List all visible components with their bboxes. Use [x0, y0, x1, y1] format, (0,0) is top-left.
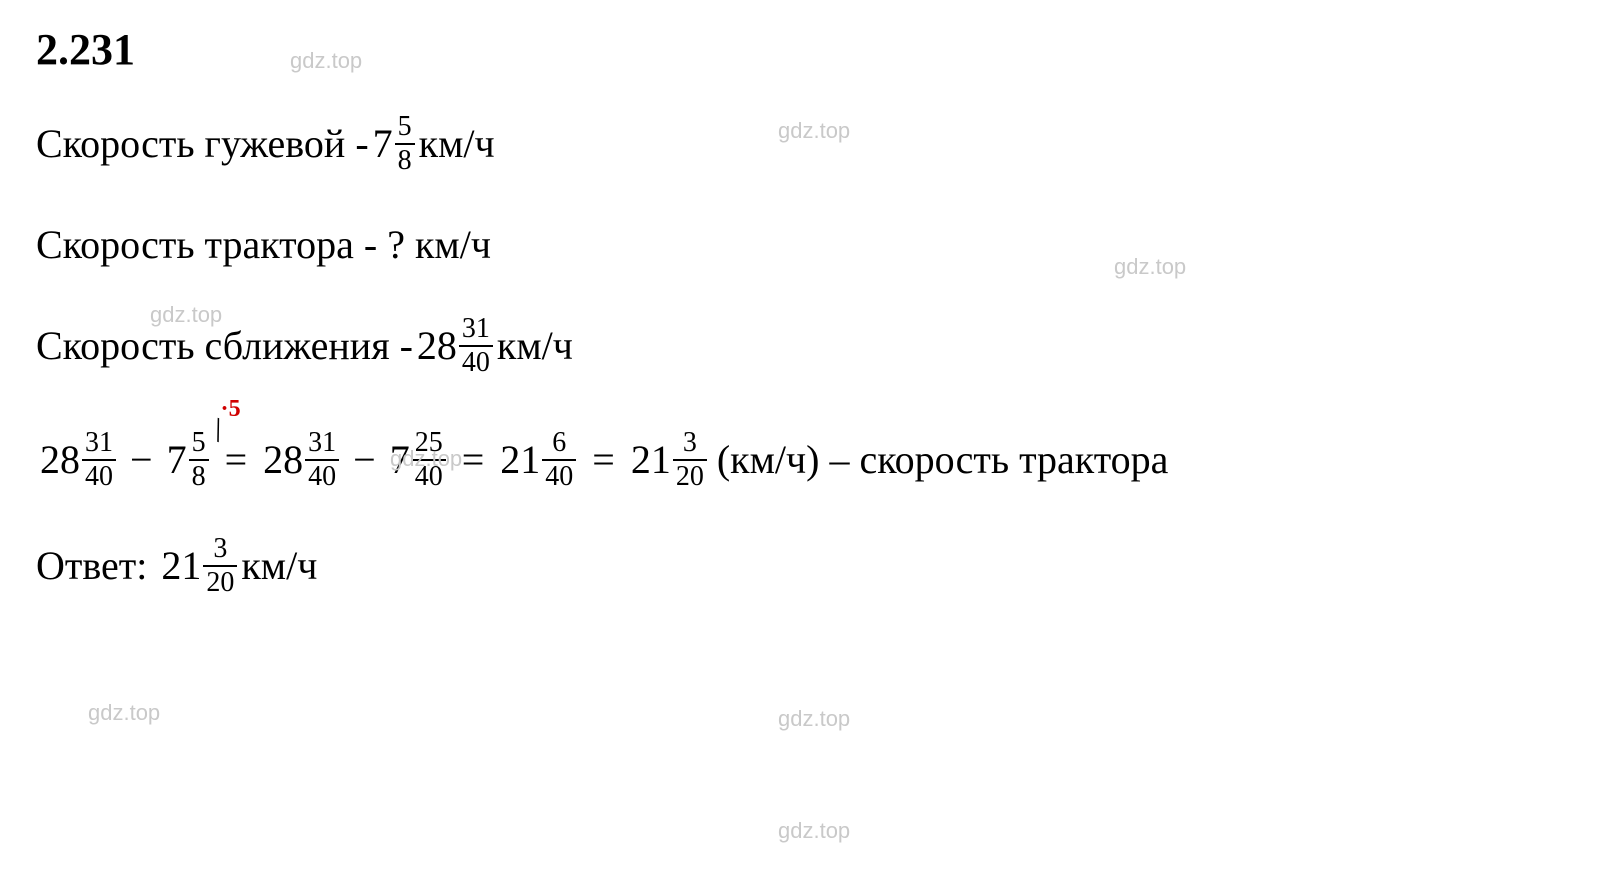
unit-in-parens: (км/ч) [717, 437, 820, 482]
fraction: 3 20 [673, 429, 707, 491]
denominator: 20 [203, 569, 237, 597]
multiplier-value: 5 [229, 396, 241, 422]
whole-part: 21 [631, 436, 671, 484]
watermark: gdz.top [88, 700, 160, 726]
line-closing-speed: Скорость сближения - 28 31 40 км/ч [36, 315, 1575, 377]
watermark: gdz.top [778, 818, 850, 844]
fraction: 5 8 [395, 113, 415, 175]
denominator: 40 [459, 349, 493, 377]
denominator: 20 [673, 463, 707, 491]
mixed-number: 7 5 8 [167, 429, 209, 491]
text: Скорость сближения - [36, 322, 413, 370]
mixed-number: 28 31 40 [263, 429, 339, 491]
denominator: 8 [395, 147, 415, 175]
fraction: 5 8 [189, 429, 209, 491]
denominator: 40 [412, 463, 446, 491]
whole-part: 7 [167, 436, 187, 484]
equals-operator: = [592, 436, 615, 484]
denominator: 40 [305, 463, 339, 491]
minus-operator: − [353, 436, 376, 484]
mixed-number: 28 31 40 [40, 429, 116, 491]
equals-operator: = [225, 436, 248, 484]
dot-icon: · [221, 396, 229, 422]
text: км/ч [497, 322, 573, 370]
watermark: gdz.top [778, 706, 850, 732]
numerator: 3 [680, 429, 700, 457]
fraction: 3 20 [203, 535, 237, 597]
fraction: 6 40 [542, 429, 576, 491]
minus-operator: − [130, 436, 153, 484]
whole-part: 7 [373, 120, 393, 168]
denominator: 40 [542, 463, 576, 491]
mixed-number: 21 3 20 [161, 535, 237, 597]
dash-separator: – скорость трактора [829, 436, 1168, 484]
line-cart-speed: Скорость гужевой - 7 5 8 км/ч [36, 113, 1575, 175]
page-root: 2.231 Скорость гужевой - 7 5 8 км/ч Скор… [0, 0, 1611, 879]
denominator: 40 [82, 463, 116, 491]
numerator: 31 [305, 429, 339, 457]
numerator: 25 [412, 429, 446, 457]
numerator: 31 [459, 315, 493, 343]
mixed-number: 21 6 40 [500, 429, 576, 491]
answer-label: Ответ: [36, 542, 147, 590]
annotated-fraction: 7 5 8 \ ·5 [163, 429, 213, 491]
line-tractor-speed: Скорость трактора - ? км/ч [36, 221, 1575, 269]
numerator: 6 [549, 429, 569, 457]
numerator: 31 [82, 429, 116, 457]
whole-part: 7 [390, 436, 410, 484]
numerator: 3 [210, 535, 230, 563]
mixed-number: 28 31 40 [417, 315, 493, 377]
numerator: 5 [189, 429, 209, 457]
whole-part: 28 [40, 436, 80, 484]
text: км/ч [419, 120, 495, 168]
mixed-number: 7 25 40 [390, 429, 446, 491]
whole-part: 28 [263, 436, 303, 484]
whole-part: 21 [161, 542, 201, 590]
text: Скорость гужевой - [36, 120, 369, 168]
numerator: 5 [395, 113, 415, 141]
mixed-number: 7 5 8 [373, 113, 415, 175]
equals-operator: = [462, 436, 485, 484]
fraction: 31 40 [459, 315, 493, 377]
denominator: 8 [189, 463, 209, 491]
mixed-number: 21 3 20 [631, 429, 707, 491]
exercise-number: 2.231 [36, 24, 1575, 75]
annotation-multiplier: ·5 [221, 395, 241, 424]
fraction: 31 40 [305, 429, 339, 491]
text: (км/ч) [717, 436, 820, 484]
text: км/ч [241, 542, 317, 590]
line-answer: Ответ: 21 3 20 км/ч [36, 535, 1575, 597]
whole-part: 28 [417, 322, 457, 370]
fraction: 31 40 [82, 429, 116, 491]
whole-part: 21 [500, 436, 540, 484]
line-calculation: 28 31 40 − 7 5 8 \ ·5 = [36, 429, 1575, 491]
fraction: 25 40 [412, 429, 446, 491]
